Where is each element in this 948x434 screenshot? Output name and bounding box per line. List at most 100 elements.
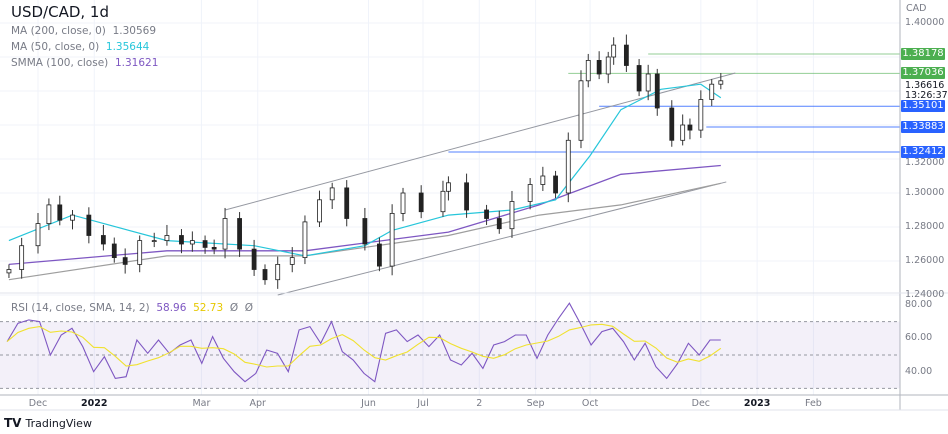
bar-countdown: 13:26:37 [905,89,948,101]
candle-body [611,44,617,58]
time-axis-label: Sep [526,398,545,409]
price-level-label: 1.32412 [901,145,945,158]
candle-body [151,240,157,243]
legend-smma100[interactable]: SMMA (100, close) 1.31621 [11,57,158,70]
grid [0,0,900,395]
candle-body [605,56,611,75]
candle-body [565,139,571,194]
legend-value: 1.35644 [105,41,150,53]
legend-value: 1.30569 [112,25,156,37]
candle-body [400,192,406,214]
rsi-axis-label: 60.00 [905,332,933,344]
candle-body [251,248,257,270]
candle-body [669,107,675,141]
legend-label: MA (50, close, 0) [11,41,100,53]
candle-body [57,204,63,221]
price-level-label: 1.33883 [901,120,945,133]
price-axis-label: 1.24000 [905,289,945,300]
legend-ma200[interactable]: MA (200, close, 0) 1.30569 [11,25,156,38]
rsi-pane [0,302,900,389]
price-axis-label: 1.28000 [905,221,945,232]
horizontal-levels[interactable] [448,53,900,153]
channel-trendline[interactable] [224,72,736,211]
candle-body [527,184,533,202]
rsi-sma-line [6,323,722,368]
ma200-line [8,182,721,281]
candle-body [709,83,715,100]
candle-body [623,44,629,66]
candle-body [509,201,515,230]
price-axis-label: 1.30000 [905,187,945,198]
candle-body [137,240,143,265]
candle-body [329,187,335,201]
brand-name: TradingView [25,416,92,430]
tradingview-logo-icon: TV [4,416,22,430]
legend-extra: Ø [244,302,254,314]
candle-body [464,182,469,211]
rsi-value: 58.96 [156,302,187,314]
candle-body [596,60,602,75]
legend-extra: Ø [229,302,239,314]
candle-body [202,240,208,248]
candle-body [70,214,75,221]
symbol-title[interactable]: USD/CAD, 1d [11,3,109,21]
price-axis-label: 1.26000 [905,255,945,266]
ma50-line [8,83,722,257]
candle-body [446,182,451,192]
currency-label: CAD [906,3,927,14]
rsi-axis-label: 80.00 [905,298,933,310]
candle-body [211,246,217,250]
price-level-label: 1.37036 [901,67,945,80]
candle-body [377,243,382,267]
time-axis-label: Jul [417,398,429,409]
time-axis-label: Dec [691,398,711,409]
candle-body [645,73,651,92]
tradingview-logo[interactable]: TV TradingView [4,416,92,430]
channel-trendline[interactable] [277,181,727,296]
rsi-axis-label: 40.00 [905,365,933,377]
candle-body [122,257,128,265]
legend-rsi[interactable]: RSI (14, close, SMA, 14, 2) 58.96 52.73 … [11,302,253,315]
price-level-label: 1.35101 [901,100,945,113]
price-axis-label: 1.40000 [905,17,945,28]
candle-body [636,65,642,92]
current-price: 1.36616 [905,79,945,91]
time-axis-label: Oct [581,398,599,409]
candle-body [222,218,228,250]
candle-body [164,235,170,241]
rsi-line [6,302,721,383]
candle-body [362,218,368,245]
time-axis-label: 2 [476,398,483,409]
smma100-line [8,164,721,266]
moving-averages [8,83,722,281]
candle-body [484,209,489,219]
price-axis-label: 1.32000 [905,157,945,169]
legend-ma50[interactable]: MA (50, close, 0) 1.35644 [11,41,149,54]
candle-body [6,269,12,274]
time-axis-label: 2022 [81,398,108,409]
candle-body [237,218,242,250]
candle-body [100,235,106,245]
candle-body [698,99,704,131]
candle-body [496,218,502,230]
time-axis-label: Apr [249,398,266,409]
candle-body [179,235,184,245]
candle-body [553,175,558,194]
rsi-sma-value: 52.73 [193,302,224,314]
time-axis-label: Jun [361,398,376,409]
candle-body [317,199,322,223]
time-axis-label: Feb [805,398,822,409]
price-level-label: 1.38178 [901,47,945,60]
candle-body [440,190,446,213]
candle-body [578,80,584,141]
candle-body [86,214,92,236]
candle-body [687,124,693,131]
trendlines[interactable] [224,72,736,296]
candle-body [654,73,660,109]
time-axis-label: Mar [192,398,211,409]
legend-value: 1.31621 [114,57,159,69]
candle-body [189,240,195,245]
candle-body [289,257,295,265]
candle-body [389,212,395,267]
